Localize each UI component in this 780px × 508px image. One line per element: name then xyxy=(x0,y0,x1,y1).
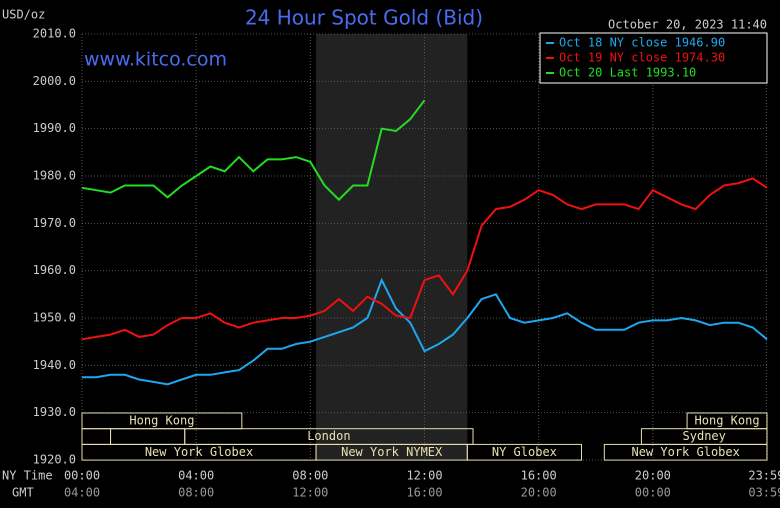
legend-label: Oct 18 NY close 1946.90 xyxy=(559,36,725,50)
x-tick-label: 23:59 xyxy=(748,469,780,483)
session-label: New York Globex xyxy=(631,445,739,459)
x2-tick-label: 03:59 xyxy=(748,486,780,500)
session-label: Hong Kong xyxy=(695,414,760,428)
x-tick-label: 00:00 xyxy=(64,469,100,483)
x2-tick-label: 04:00 xyxy=(64,486,100,500)
session-label: New York Globex xyxy=(145,445,253,459)
session-label: NY Globex xyxy=(492,445,557,459)
x-tick-label: 08:00 xyxy=(292,469,328,483)
x-tick-label: 20:00 xyxy=(635,469,671,483)
y-tick-label: 1970.0 xyxy=(33,216,76,230)
session-label: Sydney xyxy=(683,429,726,443)
y-tick-label: 2000.0 xyxy=(33,74,76,88)
session-label: Hong Kong xyxy=(129,414,194,428)
x2-tick-label: 00:00 xyxy=(635,486,671,500)
y-tick-label: 1960.0 xyxy=(33,263,76,277)
timestamp: October 20, 2023 11:40 xyxy=(608,18,767,32)
x-tick-label: 16:00 xyxy=(521,469,557,483)
x2-tick-label: 16:00 xyxy=(406,486,442,500)
subtitle: www.kitco.com xyxy=(84,49,227,71)
session-box xyxy=(466,443,582,461)
legend-box xyxy=(539,32,768,84)
session-label: London xyxy=(307,429,350,443)
x2-tick-label: 20:00 xyxy=(521,486,557,500)
series-line xyxy=(81,177,768,341)
x2-axis-label: GMT xyxy=(12,486,34,500)
trading-hours-shade xyxy=(316,34,468,460)
session-box xyxy=(81,412,243,430)
y-tick-label: 1950.0 xyxy=(33,311,76,325)
x2-tick-label: 12:00 xyxy=(292,486,328,500)
y-tick-label: 1980.0 xyxy=(33,169,76,183)
y-axis-label: USD/oz xyxy=(2,8,45,22)
legend-label: Oct 20 Last 1993.10 xyxy=(559,66,696,80)
legend-label: Oct 19 NY close 1974.30 xyxy=(559,51,725,65)
session-label: New York NYMEX xyxy=(341,445,443,459)
series-line xyxy=(81,99,426,202)
y-tick-label: 1990.0 xyxy=(33,121,76,135)
x-axis-label: NY Time xyxy=(2,469,53,483)
y-tick-label: 1940.0 xyxy=(33,358,76,372)
x-tick-label: 12:00 xyxy=(406,469,442,483)
x2-tick-label: 08:00 xyxy=(178,486,214,500)
y-tick-label: 2010.0 xyxy=(33,27,76,41)
series-line xyxy=(82,277,768,386)
chart-title: 24 Hour Spot Gold (Bid) xyxy=(245,6,483,30)
x-tick-label: 04:00 xyxy=(178,469,214,483)
y-tick-label: 1920.0 xyxy=(33,453,76,467)
y-tick-label: 1930.0 xyxy=(33,405,76,419)
session-box xyxy=(603,443,768,461)
